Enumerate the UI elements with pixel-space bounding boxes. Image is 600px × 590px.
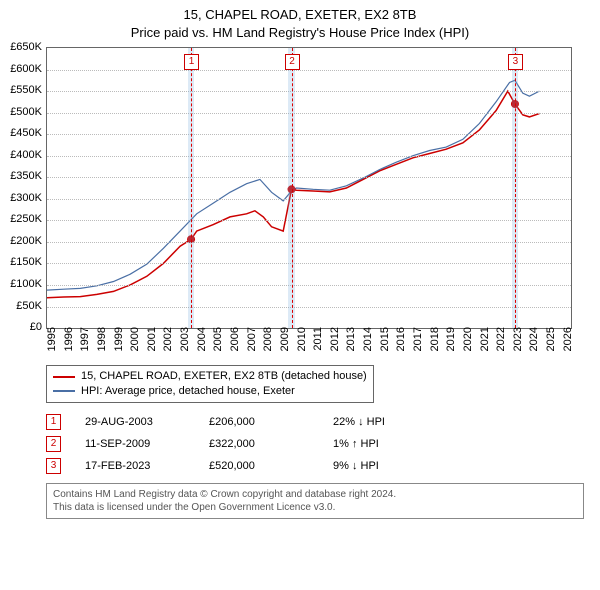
chart-title-block: 15, CHAPEL ROAD, EXETER, EX2 8TB Price p… — [0, 0, 600, 41]
chart-title-line2: Price paid vs. HM Land Registry's House … — [0, 24, 600, 42]
event-delta: 9% ↓ HPI — [333, 460, 433, 472]
y-gridline — [47, 113, 571, 114]
x-tick-label: 2020 — [458, 327, 474, 351]
y-tick-label: £550K — [10, 84, 46, 96]
attribution-line1: Contains HM Land Registry data © Crown c… — [53, 488, 577, 501]
legend: 15, CHAPEL ROAD, EXETER, EX2 8TB (detach… — [46, 365, 374, 403]
x-tick-label: 2001 — [142, 327, 158, 351]
event-date: 11-SEP-2009 — [85, 438, 185, 450]
y-tick-label: £300K — [10, 192, 46, 204]
attribution-line2: This data is licensed under the Open Gov… — [53, 501, 577, 514]
y-gridline — [47, 307, 571, 308]
x-tick-label: 2002 — [158, 327, 174, 351]
x-tick-label: 2012 — [325, 327, 341, 351]
y-gridline — [47, 242, 571, 243]
x-tick-label: 2006 — [225, 327, 241, 351]
x-tick-label: 2007 — [242, 327, 258, 351]
chart-container: 123 £0£50K£100K£150K£200K£250K£300K£350K… — [46, 47, 584, 327]
x-tick-label: 2010 — [292, 327, 308, 351]
x-tick-label: 2023 — [508, 327, 524, 351]
x-tick-label: 1998 — [92, 327, 108, 351]
x-tick-label: 2011 — [308, 327, 324, 351]
x-tick-label: 2015 — [375, 327, 391, 351]
legend-swatch-subject — [53, 376, 75, 378]
event-date: 29-AUG-2003 — [85, 416, 185, 428]
y-tick-label: £650K — [10, 41, 46, 53]
event-marker: 1 — [184, 54, 199, 70]
x-tick-label: 2016 — [391, 327, 407, 351]
event-row: 2 11-SEP-2009 £322,000 1% ↑ HPI — [46, 433, 584, 455]
event-price: £520,000 — [209, 460, 309, 472]
y-tick-label: £50K — [16, 300, 46, 312]
y-gridline — [47, 91, 571, 92]
y-gridline — [47, 220, 571, 221]
y-gridline — [47, 156, 571, 157]
x-tick-label: 2014 — [358, 327, 374, 351]
x-tick-label: 1996 — [59, 327, 75, 351]
event-badge: 2 — [46, 436, 61, 452]
legend-row-hpi: HPI: Average price, detached house, Exet… — [53, 384, 367, 399]
y-tick-label: £500K — [10, 106, 46, 118]
y-gridline — [47, 177, 571, 178]
x-tick-label: 2022 — [491, 327, 507, 351]
y-gridline — [47, 70, 571, 71]
event-delta: 22% ↓ HPI — [333, 416, 433, 428]
events-table: 1 29-AUG-2003 £206,000 22% ↓ HPI 2 11-SEP-200… — [46, 411, 584, 477]
event-badge: 3 — [46, 458, 61, 474]
x-tick-label: 1999 — [109, 327, 125, 351]
x-tick-label: 2004 — [192, 327, 208, 351]
plot-area: 1 2 3 — [46, 47, 572, 329]
legend-label-hpi: HPI: Average price, detached house, Exet… — [81, 384, 295, 399]
y-tick-label: £400K — [10, 149, 46, 161]
x-tick-label: 2003 — [175, 327, 191, 351]
event-badge: 1 — [46, 414, 61, 430]
x-tick-label: 2018 — [425, 327, 441, 351]
y-tick-label: £150K — [10, 256, 46, 268]
chart-title-line1: 15, CHAPEL ROAD, EXETER, EX2 8TB — [0, 6, 600, 24]
y-gridline — [47, 134, 571, 135]
y-tick-label: £350K — [10, 170, 46, 182]
y-tick-label: £100K — [10, 278, 46, 290]
y-tick-label: £450K — [10, 127, 46, 139]
y-gridline — [47, 199, 571, 200]
x-tick-label: 2013 — [341, 327, 357, 351]
x-tick-label: 2017 — [408, 327, 424, 351]
y-tick-label: £250K — [10, 213, 46, 225]
attribution-box: Contains HM Land Registry data © Crown c… — [46, 483, 584, 519]
below-chart-block: 15, CHAPEL ROAD, EXETER, EX2 8TB (detach… — [46, 365, 584, 519]
legend-swatch-hpi — [53, 390, 75, 392]
event-row: 3 17-FEB-2023 £520,000 9% ↓ HPI — [46, 455, 584, 477]
plot-svg — [47, 48, 571, 328]
event-price: £322,000 — [209, 438, 309, 450]
event-marker: 2 — [285, 54, 300, 70]
legend-row-subject: 15, CHAPEL ROAD, EXETER, EX2 8TB (detach… — [53, 369, 367, 384]
event-price: £206,000 — [209, 416, 309, 428]
x-tick-label: 2024 — [524, 327, 540, 351]
y-tick-label: £200K — [10, 235, 46, 247]
x-tick-label: 2025 — [541, 327, 557, 351]
x-tick-label: 2026 — [558, 327, 574, 351]
x-tick-label: 2021 — [475, 327, 491, 351]
event-dash-line — [515, 48, 516, 328]
event-dash-line — [292, 48, 293, 328]
x-tick-label: 2000 — [125, 327, 141, 351]
legend-label-subject: 15, CHAPEL ROAD, EXETER, EX2 8TB (detach… — [81, 369, 367, 384]
y-gridline — [47, 263, 571, 264]
event-marker: 3 — [508, 54, 523, 70]
event-dash-line — [191, 48, 192, 328]
x-tick-label: 2005 — [208, 327, 224, 351]
x-tick-label: 2008 — [258, 327, 274, 351]
event-row: 1 29-AUG-2003 £206,000 22% ↓ HPI — [46, 411, 584, 433]
x-tick-label: 2009 — [275, 327, 291, 351]
event-delta: 1% ↑ HPI — [333, 438, 433, 450]
x-tick-label: 1995 — [42, 327, 58, 351]
y-gridline — [47, 285, 571, 286]
y-tick-label: £600K — [10, 63, 46, 75]
event-date: 17-FEB-2023 — [85, 460, 185, 472]
x-tick-label: 1997 — [75, 327, 91, 351]
x-tick-label: 2019 — [441, 327, 457, 351]
